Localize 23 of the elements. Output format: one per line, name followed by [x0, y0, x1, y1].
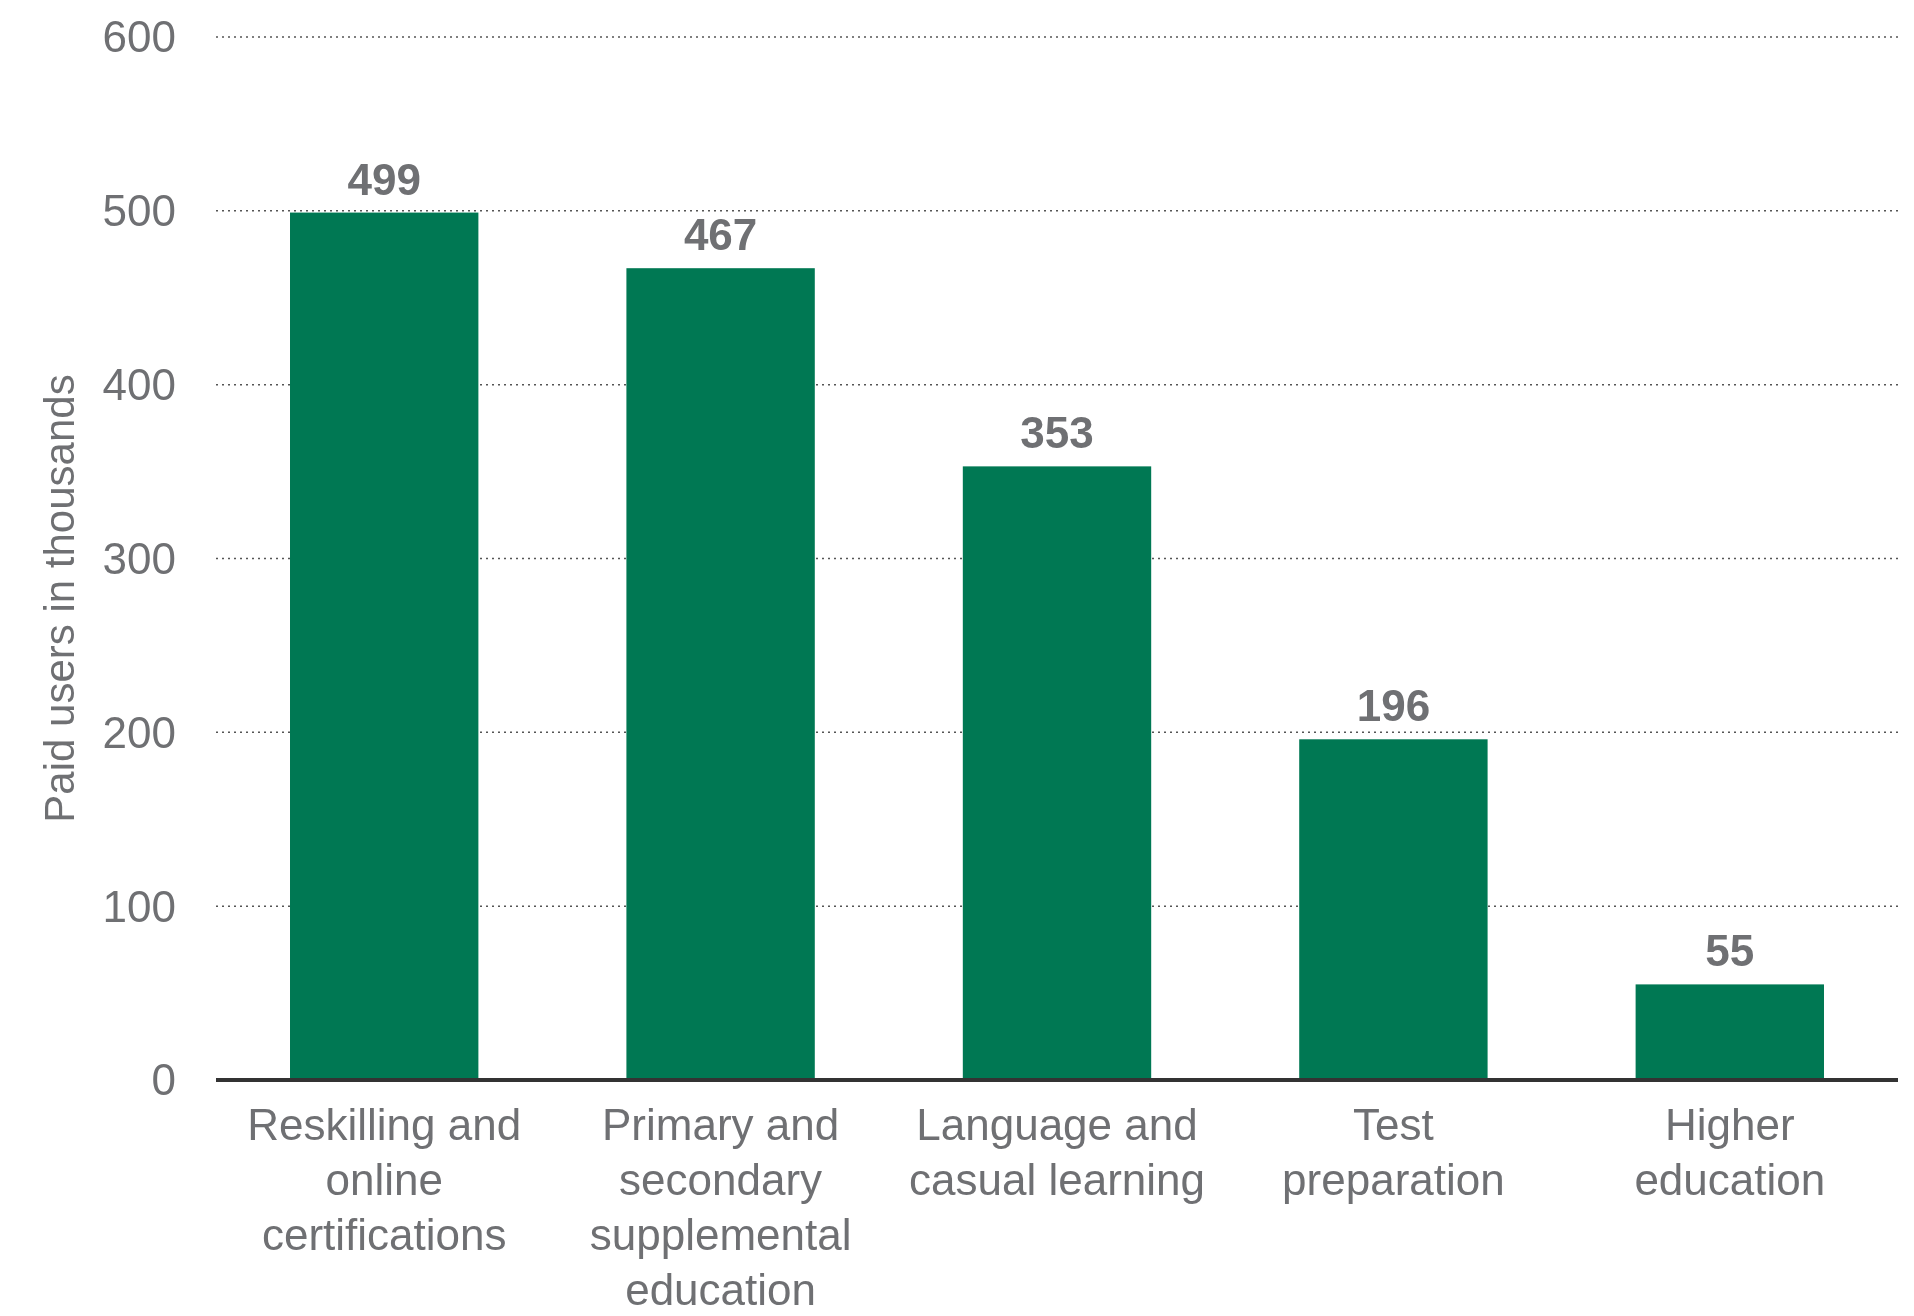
y-tick-label: 200 [102, 707, 176, 757]
data-label: 353 [1020, 408, 1094, 458]
data-label: 467 [683, 210, 758, 260]
bar [962, 466, 1152, 1080]
x-tick-label: Higher education [1634, 1100, 1826, 1204]
data-label: 55 [1705, 926, 1755, 976]
bar [626, 268, 815, 1080]
bar [1299, 739, 1488, 1080]
y-tick-label: 600 [102, 12, 176, 62]
x-tick-label: Reskilling and online certifications [247, 1100, 522, 1259]
y-tick-label: 500 [102, 186, 176, 236]
x-tick-label: Test preparation [1282, 1100, 1505, 1204]
bar [290, 212, 479, 1080]
y-tick-label: 300 [102, 533, 176, 583]
data-label: 499 [347, 154, 421, 204]
data-label: 196 [1356, 681, 1431, 731]
x-tick-label: Language and casual learning [909, 1100, 1205, 1204]
y-tick-label: 0 [151, 1055, 176, 1105]
y-tick-label: 100 [102, 881, 176, 931]
bar [1635, 984, 1824, 1080]
y-tick-label: 400 [102, 360, 176, 410]
x-tick-label: Primary and secondary supplemental education [589, 1100, 852, 1314]
y-axis-title: Paid users in thousands [36, 374, 83, 823]
